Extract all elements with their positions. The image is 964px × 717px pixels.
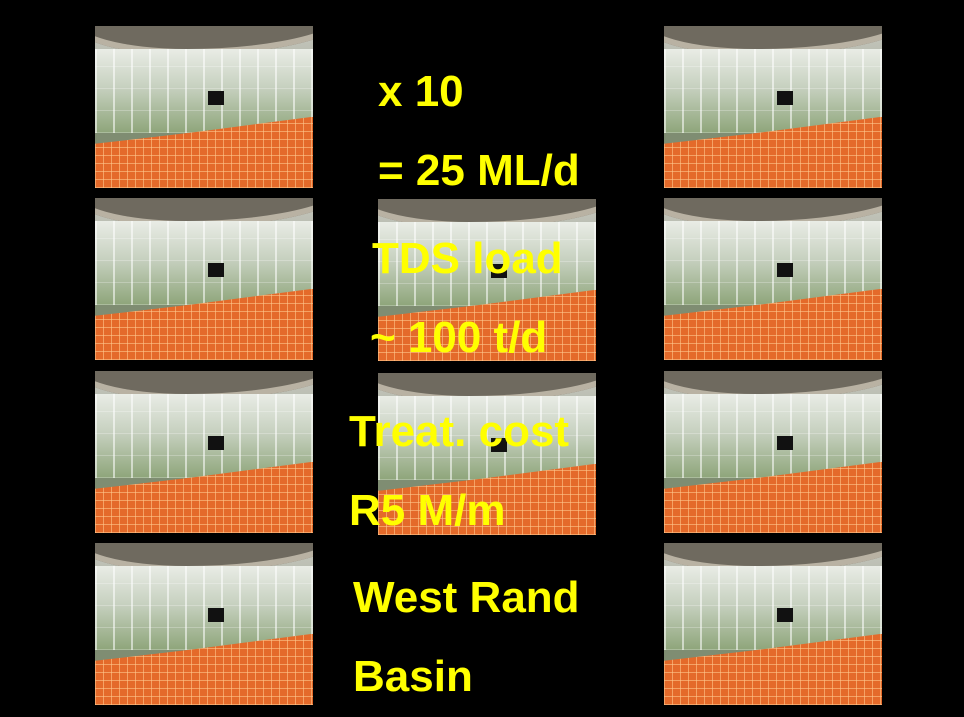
photo-right-2	[664, 198, 882, 360]
photo-right-3	[664, 371, 882, 533]
cost-label-text: Treat. cost	[349, 407, 570, 456]
photo-center-1	[378, 199, 596, 361]
photo-left-2	[95, 198, 313, 360]
region-line2-text: Basin	[353, 652, 473, 701]
region-line1-text: West Rand	[353, 573, 580, 622]
tds-value-text: ~ 100 t/d	[370, 313, 548, 362]
multiplier-text: x 10	[378, 67, 464, 116]
photo-center-2	[378, 373, 596, 535]
photo-right-1	[664, 26, 882, 188]
flow-text: = 25 ML/d	[378, 146, 580, 195]
tds-label-text: TDS load	[372, 234, 563, 283]
photo-left-1	[95, 26, 313, 188]
photo-left-3	[95, 371, 313, 533]
photo-right-4	[664, 543, 882, 705]
photo-left-4	[95, 543, 313, 705]
cost-value-text: R5 M/m	[349, 486, 506, 535]
